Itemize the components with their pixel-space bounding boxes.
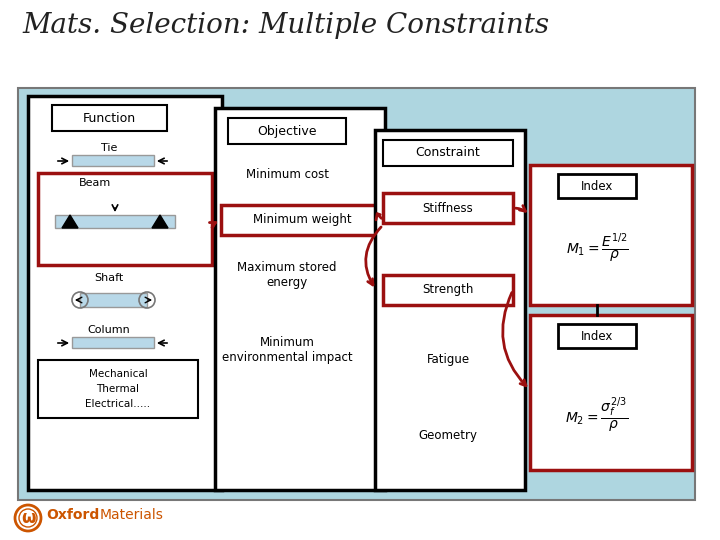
Text: Thermal: Thermal [96,384,140,394]
Polygon shape [152,215,168,228]
Bar [18,88,695,500]
Bar [558,174,636,198]
Text: Index: Index [581,329,613,342]
FancyArrowPatch shape [366,227,381,285]
Bar [38,173,212,265]
FancyArrowPatch shape [503,293,526,386]
Text: Stiffness: Stiffness [423,201,473,214]
Bar [530,165,692,305]
Bar [383,275,513,305]
Bar [80,293,147,307]
Bar [72,337,154,348]
Text: Maximum stored
energy: Maximum stored energy [238,261,337,289]
Bar [221,205,383,235]
Bar [52,105,167,131]
Bar [530,315,692,470]
FancyArrowPatch shape [380,211,386,217]
Text: Electrical.....: Electrical..... [86,399,150,409]
FancyArrowPatch shape [516,206,526,211]
FancyArrowPatch shape [380,213,386,218]
Bar [383,140,513,166]
Bar [383,193,513,223]
Text: Fatigue: Fatigue [426,354,469,367]
Text: Oxford: Oxford [46,508,99,522]
Text: Function: Function [82,111,135,125]
Text: ω: ω [21,509,35,527]
Text: $M_1 = \dfrac{E^{1/2}}{\rho}$: $M_1 = \dfrac{E^{1/2}}{\rho}$ [565,231,629,265]
Text: Constraint: Constraint [415,146,480,159]
Bar [28,96,222,490]
Text: Mechanical: Mechanical [89,369,148,379]
Text: Geometry: Geometry [418,429,477,442]
Text: Beam: Beam [79,178,111,188]
Text: Minimum weight: Minimum weight [253,213,351,226]
Text: Shaft: Shaft [94,273,124,283]
Bar [72,155,154,166]
Text: Strength: Strength [423,284,474,296]
Text: Tie: Tie [101,143,117,153]
Text: Minimum
environmental impact: Minimum environmental impact [222,336,352,364]
Bar [38,360,198,418]
Bar [558,324,636,348]
Text: Objective: Objective [257,125,317,138]
Text: $M_2 = \dfrac{\sigma_f^{2/3}}{\rho}$: $M_2 = \dfrac{\sigma_f^{2/3}}{\rho}$ [565,395,629,435]
Text: Column: Column [88,325,130,335]
Text: Index: Index [581,179,613,192]
FancyArrowPatch shape [376,214,382,220]
Bar [375,130,525,490]
FancyArrowPatch shape [210,222,216,227]
Text: Mats. Selection: Multiple Constraints: Mats. Selection: Multiple Constraints [22,12,549,39]
Polygon shape [62,215,78,228]
Bar [228,118,346,144]
Bar [55,215,175,228]
Bar [215,108,385,490]
Text: Materials: Materials [100,508,164,522]
Text: Minimum cost: Minimum cost [246,168,328,181]
